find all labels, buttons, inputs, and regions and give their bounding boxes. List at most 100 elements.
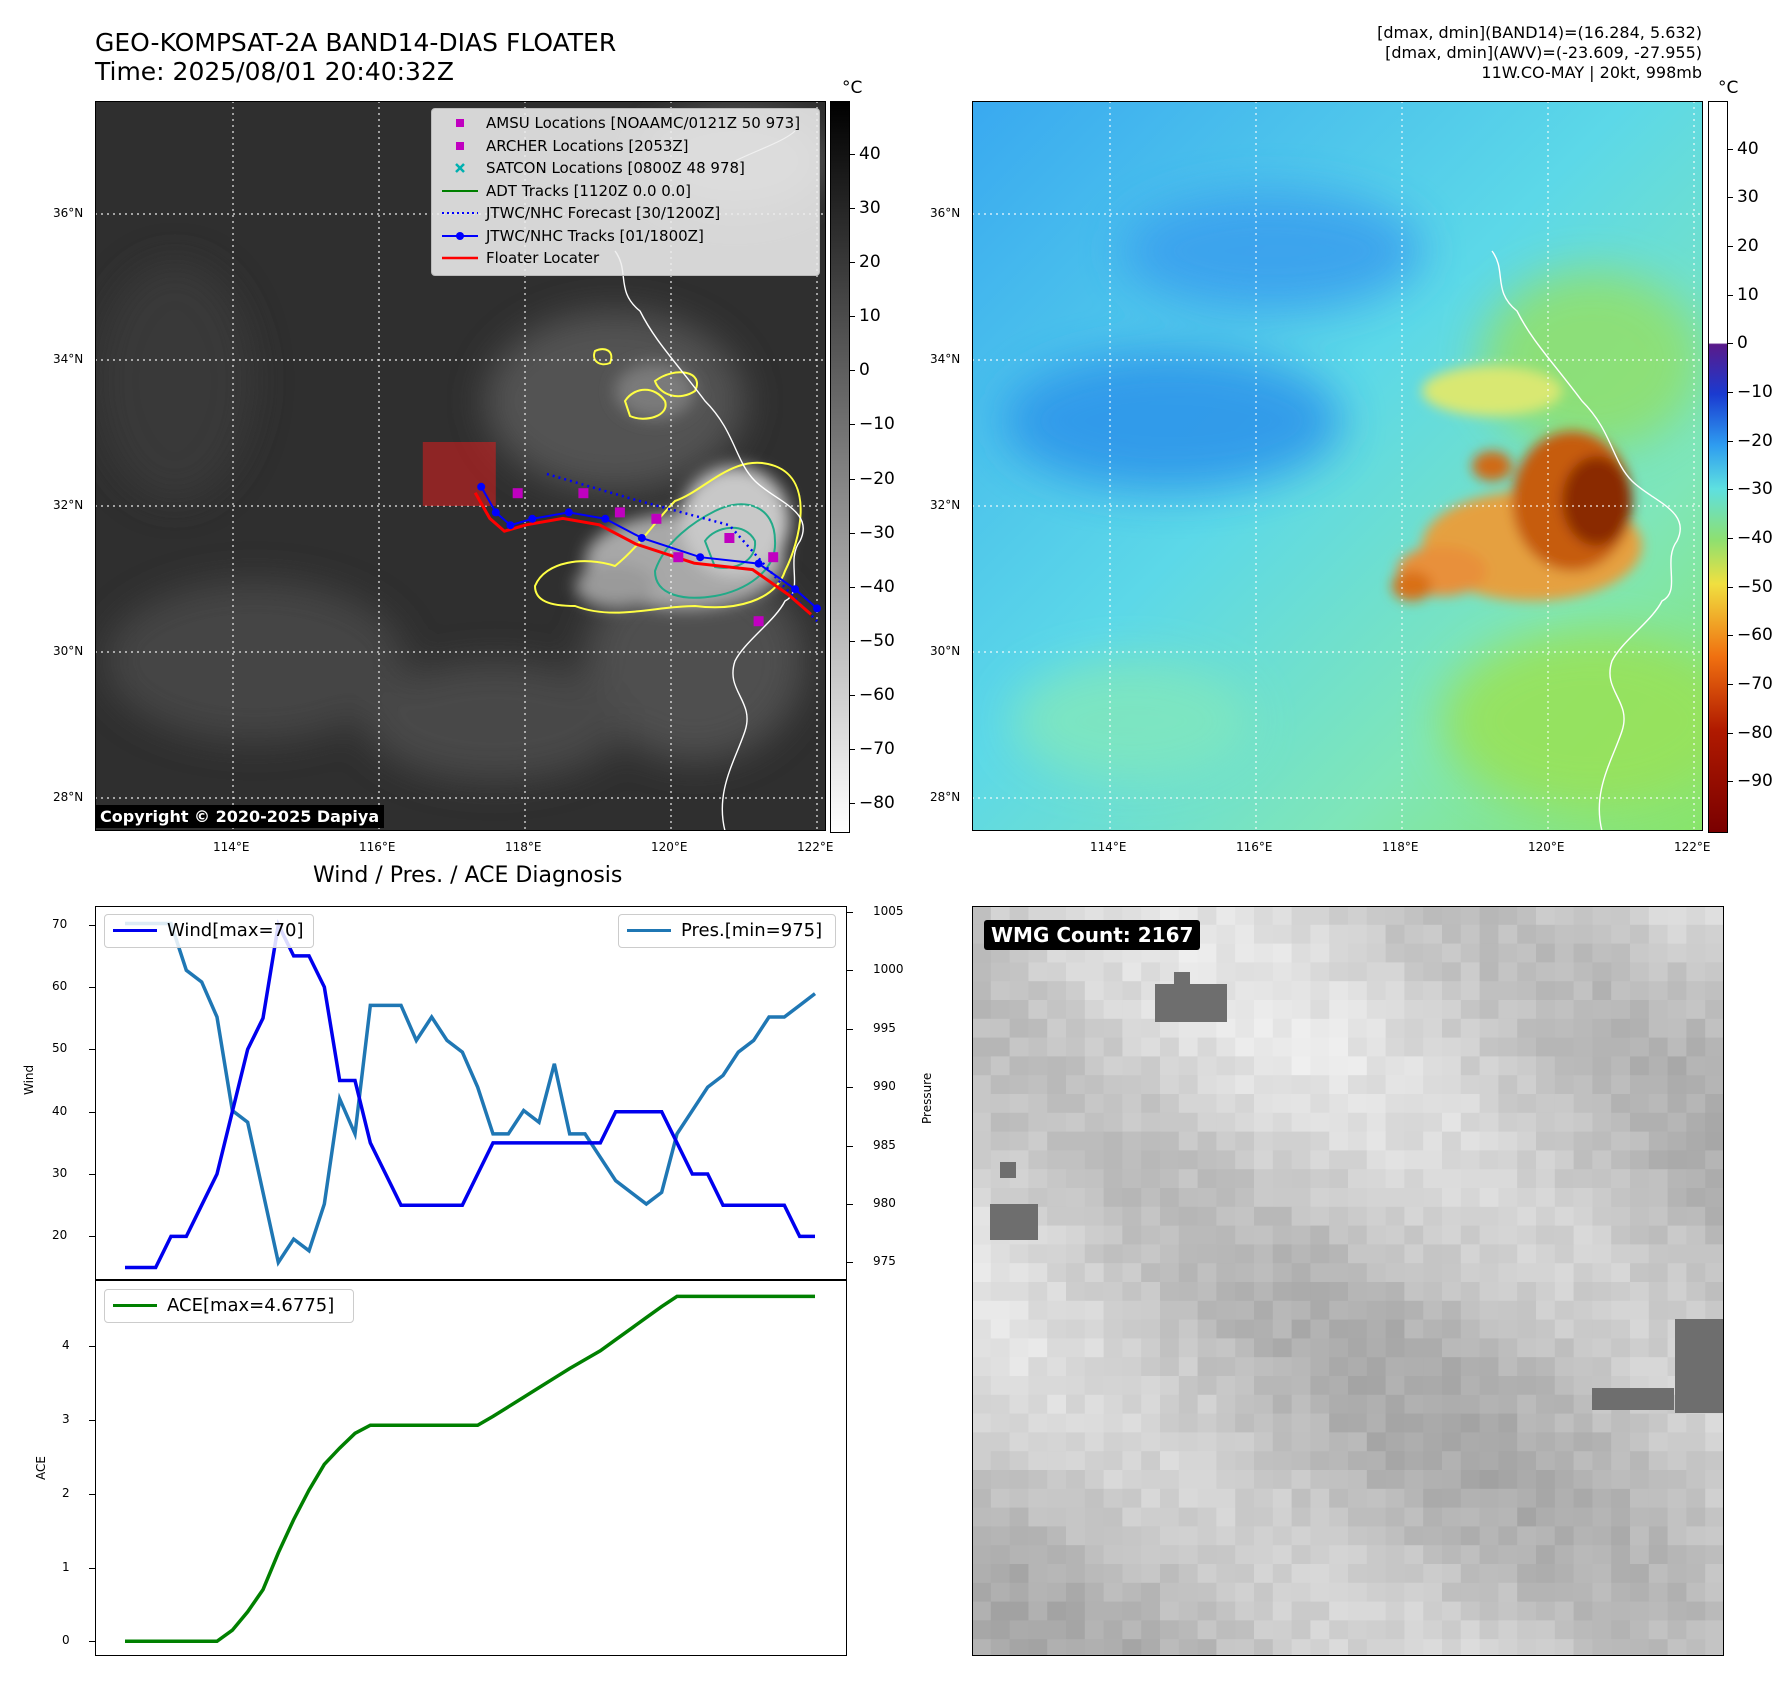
legend-entry: AMSU Locations [NOAAMC/0121Z 50 973] [440,113,820,133]
ir-colorbar-tick-mark [849,424,855,426]
ace-tick-mark [89,1641,95,1643]
wv-map-panel [972,101,1703,831]
wv-map-gridlines [972,101,1703,831]
map-lat-label: 34°N [930,352,961,366]
ir-colorbar-tick-mark [849,208,855,210]
wv-colorbar-tick-label: −20 [1737,430,1773,451]
legend-entry: SATCON Locations [0800Z 48 978] [440,158,820,178]
ir-colorbar-tick-label: 0 [859,360,870,381]
wmg-count-label: WMG Count: 2167 [984,920,1201,950]
ir-colorbar-tick-mark [849,262,855,264]
legend-label: JTWC/NHC Forecast [30/1200Z] [486,204,721,222]
ace-series-line [125,1294,815,1644]
wind-tick-mark [89,1049,95,1051]
pressure-tick-mark [847,911,853,913]
wv-colorbar-tick-label: −90 [1737,771,1773,792]
wv-colorbar-tick-mark [1727,440,1733,442]
wmg-cold-cell [1592,1388,1674,1410]
legend-icon [442,212,478,214]
ir-colorbar-tick-mark [849,532,855,534]
ir-colorbar-tick-mark [849,154,855,156]
ir-colorbar-tick-label: −40 [859,576,895,597]
ace-tick-mark [89,1493,95,1495]
legend-label: ARCHER Locations [2053Z] [486,136,689,155]
best-track-point [791,585,800,594]
wmg-cold-cell [1155,984,1227,1022]
wv-colorbar [1708,101,1728,833]
wv-colorbar-unit: °C [1718,78,1739,98]
info-awv: [dmax, dmin](AWV)=(-23.609, -27.955) [1385,43,1702,62]
wv-colorbar-tick-mark [1727,635,1733,637]
ir-colorbar-tick-mark [849,694,855,696]
best-track-point [754,559,763,568]
wv-colorbar-tick-mark [1727,294,1733,296]
best-track-point [601,514,610,523]
pressure-tick-mark [847,1028,853,1030]
ace-tick-label: 3 [62,1412,70,1427]
pressure-axis-label: Pressure [920,1072,934,1124]
pressure-tick-mark [847,970,853,972]
best-track-point [506,521,515,530]
wmg-cold-cell [1000,1162,1016,1178]
legend-icon [442,231,478,240]
pressure-series-line [125,921,817,1267]
wind-pressure-chart [95,906,847,1280]
map-lon-label: 122°E [797,840,834,854]
wv-colorbar-tick-mark [1727,684,1733,685]
best-track-point [528,514,537,523]
map-lon-label: 120°E [1528,840,1565,854]
amsu-location-marker [724,533,735,543]
ir-colorbar-tick-mark [849,478,855,480]
pressure-tick-mark [847,1145,853,1147]
wind-tick-label: 50 [52,1041,68,1056]
legend-icon [456,119,464,127]
ace-legend: ACE[max=4.6775] [104,1289,354,1323]
ir-colorbar [830,101,850,833]
ace-legend-swatch [113,1304,157,1307]
map-lon-label: 114°E [213,840,250,854]
ir-colorbar-tick-label: 40 [859,144,881,165]
pressure-legend-swatch [627,929,671,932]
pressure-legend-label: Pres.[min=975] [681,920,823,941]
best-track-point [696,553,705,562]
map-lat-label: 30°N [930,644,961,658]
map-lon-label: 114°E [1090,840,1127,854]
map-lon-label: 118°E [1382,840,1419,854]
amsu-location-marker [512,488,523,499]
wind-tick-label: 20 [52,1228,68,1243]
legend-entry: JTWC/NHC Tracks [01/1800Z] [440,226,820,246]
amsu-location-marker [651,513,662,524]
wv-colorbar-tick-mark [1727,586,1733,588]
wmg-cold-cell [1675,1319,1724,1413]
wv-colorbar-tick-label: −10 [1737,382,1773,402]
map-lat-label: 36°N [53,206,84,220]
wv-colorbar-tick-mark [1727,489,1733,491]
chart-title: GEO-KOMPSAT-2A BAND14-DIAS FLOATER [95,28,617,57]
wind-legend: Wind[max=70] [104,914,314,948]
wv-colorbar-tick-label: −40 [1737,528,1773,548]
wind-tick-mark [89,1236,95,1238]
info-band14: [dmax, dmin](BAND14)=(16.284, 5.632) [1377,23,1702,42]
ir-track-overlay [422,442,821,627]
wv-colorbar-tick-mark [1727,392,1733,393]
wv-colorbar-tick-label: 10 [1737,284,1759,305]
wv-colorbar-tick-label: 0 [1737,333,1748,354]
map-lat-label: 30°N [53,644,84,658]
pressure-tick-label: 975 [873,1254,896,1269]
legend-label: SATCON Locations [0800Z 48 978] [486,159,745,177]
wv-colorbar-tick-label: −70 [1737,674,1773,694]
wmg-panel [972,906,1724,1656]
wv-colorbar-tick-label: 20 [1737,236,1759,256]
legend-entry: JTWC/NHC Forecast [30/1200Z] [440,203,820,223]
ir-colorbar-unit: °C [842,78,863,98]
ir-map-legend: AMSU Locations [NOAAMC/0121Z 50 973] ARCH… [431,108,820,276]
pressure-tick-label: 995 [873,1020,896,1035]
amsu-location-marker [753,616,764,627]
wind-legend-label: Wind[max=70] [167,920,304,941]
wv-colorbar-tick-label: 30 [1737,187,1759,208]
ir-colorbar-tick-label: −20 [859,468,895,489]
wv-colorbar-tick-mark [1727,732,1733,734]
ace-tick-mark [89,1420,95,1422]
wind-axis-label: Wind [22,1064,36,1095]
pressure-tick-mark [847,1087,853,1089]
